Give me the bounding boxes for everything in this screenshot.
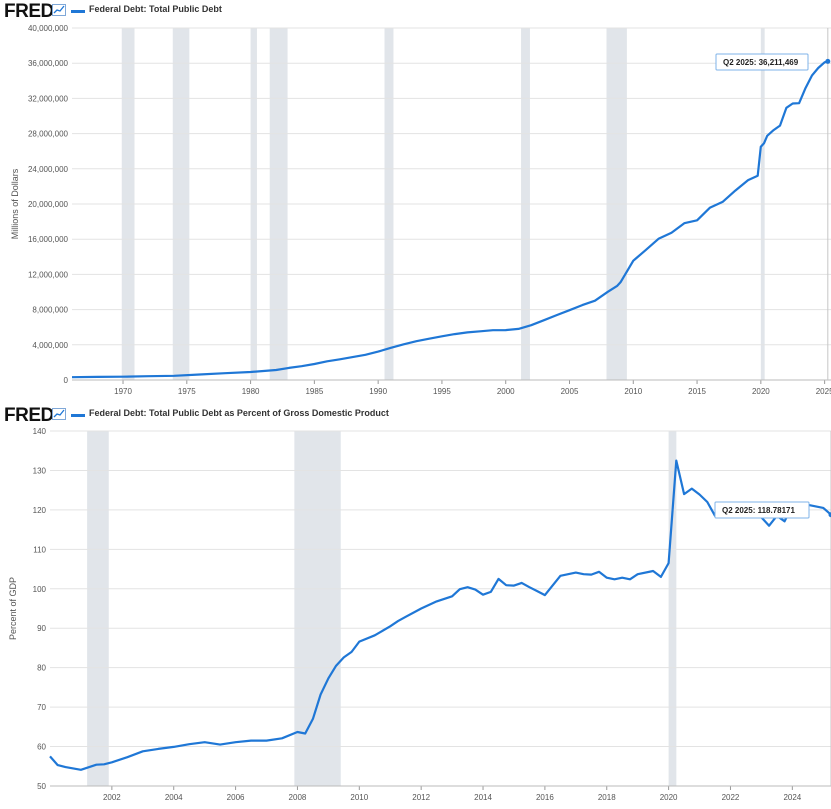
tooltip-value: 118.78171	[758, 506, 796, 515]
debt-gdp-line-chart[interactable]: 50 60 70 80 90 100 110 120 130 140 2002 2004 2006 200…	[0, 404, 831, 809]
x-tick-label: 2018	[598, 793, 616, 802]
x-tick-label: 2020	[660, 793, 678, 802]
x-tick-label: 2010	[350, 793, 368, 802]
y-tick-label: 20,000,000	[28, 200, 69, 209]
debt-gdp-chart-panel: FRED Federal Debt: Total Public Debt as …	[0, 404, 831, 809]
plot-area	[50, 431, 831, 786]
tooltip-label: Q2 2025:	[722, 506, 758, 515]
x-tick-label: 1975	[178, 387, 196, 396]
hover-tooltip: Q2 2025: 118.78171	[714, 501, 810, 519]
x-tick-label: 2005	[561, 387, 579, 396]
x-tick-label: 1995	[433, 387, 451, 396]
debt-line-chart[interactable]: 0 4,000,000 8,000,000 12,000,000 16,000,000 2…	[0, 0, 831, 402]
y-tick-label: 40,000,000	[28, 24, 69, 33]
trend-chart-icon	[52, 4, 66, 16]
y-tick-label: 4,000,000	[32, 341, 68, 350]
debt-chart-panel: FRED Federal Debt: Total Public Debt 0 4,…	[0, 0, 831, 402]
y-tick-label: 60	[37, 743, 46, 752]
y-tick-label: 140	[33, 427, 47, 436]
x-tick-label: 2004	[165, 793, 183, 802]
recession-band	[87, 431, 109, 786]
x-tick-label: 2006	[227, 793, 245, 802]
x-tick-label: 2014	[474, 793, 492, 802]
tooltip-text: Q2 2025: 36,211,469	[723, 58, 799, 67]
hover-point	[828, 512, 831, 518]
y-tick-label: 24,000,000	[28, 165, 69, 174]
x-tick-label: 1970	[114, 387, 132, 396]
legend-title: Federal Debt: Total Public Debt as Perce…	[89, 408, 389, 418]
hover-point	[825, 58, 831, 64]
trend-chart-icon	[52, 408, 66, 420]
x-tick-label: 2008	[289, 793, 307, 802]
tooltip-value: 36,211,469	[759, 58, 799, 67]
y-tick-label: 12,000,000	[28, 270, 69, 279]
legend-title: Federal Debt: Total Public Debt	[89, 4, 222, 14]
fred-logo[interactable]: FRED	[4, 1, 54, 22]
tooltip-box	[715, 53, 809, 71]
tooltip-text: Q2 2025: 118.78171	[722, 506, 796, 515]
y-tick-label: 70	[37, 703, 46, 712]
y-tick-label: 120	[33, 506, 47, 515]
hover-tooltip: Q2 2025: 36,211,469	[715, 53, 809, 71]
y-tick-label: 36,000,000	[28, 59, 69, 68]
tooltip-box	[714, 501, 810, 519]
y-tick-label: 50	[37, 782, 46, 791]
recession-band	[668, 431, 677, 786]
legend-swatch	[71, 414, 85, 417]
y-tick-label: 32,000,000	[28, 94, 69, 103]
x-tick-label: 2010	[624, 387, 642, 396]
y-tick-label: 0	[64, 376, 69, 385]
series-line	[71, 60, 829, 379]
y-tick-label: 28,000,000	[28, 130, 69, 139]
y-tick-label: 90	[37, 624, 46, 633]
x-tick-label: 2000	[497, 387, 515, 396]
legend-swatch	[71, 10, 85, 13]
y-tick-label: 130	[33, 466, 47, 475]
chart-header: FRED Federal Debt: Total Public Debt	[0, 0, 831, 26]
x-tick-label: 1985	[305, 387, 323, 396]
y-axis-label: Millions of Dollars	[10, 168, 20, 239]
x-tick-label: 2002	[103, 793, 121, 802]
y-axis-label: Percent of GDP	[8, 577, 18, 640]
x-tick-label: 2020	[752, 387, 770, 396]
tooltip-label: Q2 2025:	[723, 58, 759, 67]
series-line	[49, 459, 831, 771]
y-tick-label: 16,000,000	[28, 235, 69, 244]
x-tick-label: 2015	[688, 387, 706, 396]
fred-logo[interactable]: FRED	[4, 405, 54, 426]
x-tick-label: 2024	[783, 793, 801, 802]
chart-header: FRED Federal Debt: Total Public Debt as …	[0, 404, 831, 430]
x-tick-label: 1980	[242, 387, 260, 396]
y-tick-label: 110	[33, 545, 46, 554]
x-tick-label: 2012	[412, 793, 430, 802]
x-tick-label: 1990	[369, 387, 387, 396]
y-tick-label: 80	[37, 664, 46, 673]
recession-band	[294, 431, 341, 786]
y-tick-label: 8,000,000	[32, 306, 68, 315]
x-tick-label: 2016	[536, 793, 554, 802]
y-tick-label: 100	[33, 585, 47, 594]
x-tick-label: 2022	[722, 793, 740, 802]
x-tick-label: 2025	[816, 387, 831, 396]
